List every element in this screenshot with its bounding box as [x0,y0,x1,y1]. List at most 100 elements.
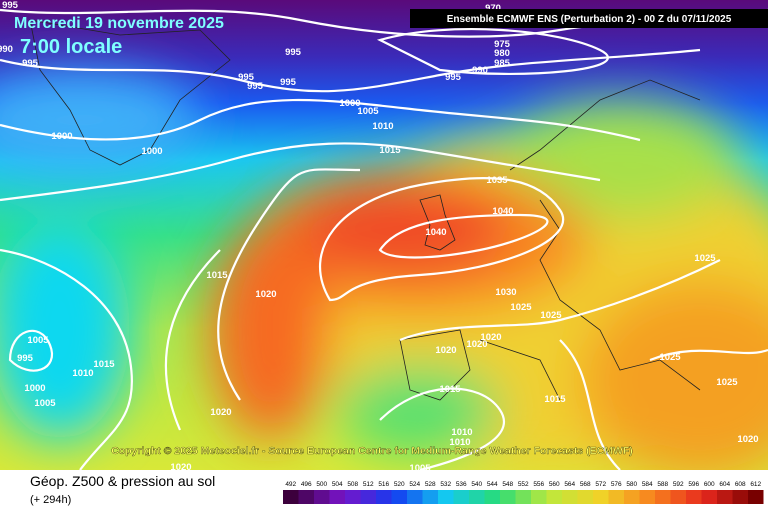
isobar-label: 1005 [34,398,56,409]
isobar-label: 1025 [510,302,532,313]
isobar-label: 1025 [540,310,562,321]
colorbar-swatch [484,490,500,504]
lead-label: (+ 294h) [30,494,71,506]
colorbar-swatch [531,490,547,504]
colorbar-label: 556 [533,481,544,488]
colorbar-label: 512 [363,481,374,488]
colorbar-label: 532 [440,481,451,488]
isobar-label: 990 [0,44,13,55]
colorbar-swatch [438,490,454,504]
isobar-label: 1020 [466,339,487,350]
isobar-label: 995 [285,47,302,58]
colorbar: 492 496 500 504 508 512 516 520 524 528 532 536 540 5… [283,481,764,504]
colorbar-label: 548 [502,481,513,488]
isobar-label: 1010 [451,427,472,438]
field-label: Géop. Z500 & pression au sol [30,473,215,489]
colorbar-label: 544 [487,481,498,488]
isobar-label: 1000 [141,146,162,157]
isobar-label: 1020 [480,332,501,343]
colorbar-swatch [562,490,578,504]
colorbar-label: 500 [316,481,327,488]
isobar-label: 1015 [544,394,566,405]
colorbar-label: 524 [409,481,420,488]
colorbar-swatch [701,490,717,504]
isobar-label: 1020 [170,462,191,473]
isobar-label: 975 [494,39,511,50]
colorbar-swatch [360,490,376,504]
colorbar-swatch [593,490,609,504]
isobar-label: 1005 [409,463,431,474]
isobar-label: 1015 [379,145,401,156]
colorbar-swatch [670,490,686,504]
colorbar-label: 608 [735,481,746,488]
colorbar-label: 504 [332,481,343,488]
isobar-label: 995 [280,77,297,88]
time-line: 7:00 locale [20,36,122,58]
isobar-label: 1010 [372,121,393,132]
isobar-label: 1035 [486,175,508,186]
colorbar-swatch [453,490,469,504]
isobar-label: 1040 [425,227,446,238]
colorbar-swatch [732,490,748,504]
colorbar-label: 540 [471,481,482,488]
colorbar-swatch [407,490,423,504]
colorbar-swatch [283,490,299,504]
model-box [410,9,768,28]
isobar-label: 1015 [439,384,461,395]
colorbar-swatch [624,490,640,504]
isobar-label: 995 [2,0,19,11]
colorbar-swatch [329,490,345,504]
isobar-label: 1030 [495,287,516,298]
colorbar-label: 580 [626,481,637,488]
isobar-label: 1040 [492,206,513,217]
isobar-label: 1000 [339,98,360,109]
colorbar-label: 588 [657,481,668,488]
model-line: Ensemble ECMWF ENS (Perturbation 2) - 00… [447,14,732,25]
isobar-labels: 9959909959959959959959709759809859909951… [0,0,759,474]
geopotential-field [0,70,768,480]
colorbar-label: 516 [378,481,389,488]
colorbar-swatch [391,490,407,504]
isobar-label: 1015 [93,359,115,370]
colorbar-swatch [422,490,438,504]
colorbar-swatch [345,490,361,504]
colorbar-swatch [686,490,702,504]
isobar-label: 1000 [24,383,45,394]
colorbar-swatch [314,490,330,504]
isobar-label: 995 [238,72,255,83]
isobar-label: 1005 [27,335,49,346]
colorbar-swatch [655,490,671,504]
colorbar-label: 508 [347,481,358,488]
isobar-label: 1020 [255,289,276,300]
isobar-label: 995 [445,72,462,83]
colorbar-label: 520 [394,481,405,488]
colorbar-label: 596 [688,481,699,488]
colorbar-swatch [376,490,392,504]
colorbar-label: 536 [456,481,467,488]
colorbar-swatch [515,490,531,504]
colorbar-label: 496 [301,481,312,488]
colorbar-label: 604 [719,481,730,488]
colorbar-label: 572 [595,481,606,488]
colorbar-swatch [500,490,516,504]
isobar-label: 1025 [694,253,716,264]
colorbar-label: 592 [673,481,684,488]
colorbar-swatch [717,490,733,504]
colorbar-label: 576 [611,481,622,488]
isobar-label: 1020 [210,407,231,418]
isobar-label: 995 [22,58,39,69]
colorbar-swatch [608,490,624,504]
isobar-label: 985 [494,58,511,69]
colorbar-label: 492 [285,481,296,488]
colorbar-swatch [577,490,593,504]
isobar-label: 1025 [716,377,738,388]
isobar-label: 1025 [659,352,681,363]
isobar-label: 1010 [72,368,93,379]
colorbar-swatch [639,490,655,504]
colorbar-label: 584 [642,481,653,488]
isobar-label: 995 [17,353,34,364]
isobar-label: 1000 [51,131,72,142]
colorbar-label: 552 [518,481,529,488]
colorbar-label: 568 [580,481,591,488]
isobar-label: 990 [472,65,488,76]
